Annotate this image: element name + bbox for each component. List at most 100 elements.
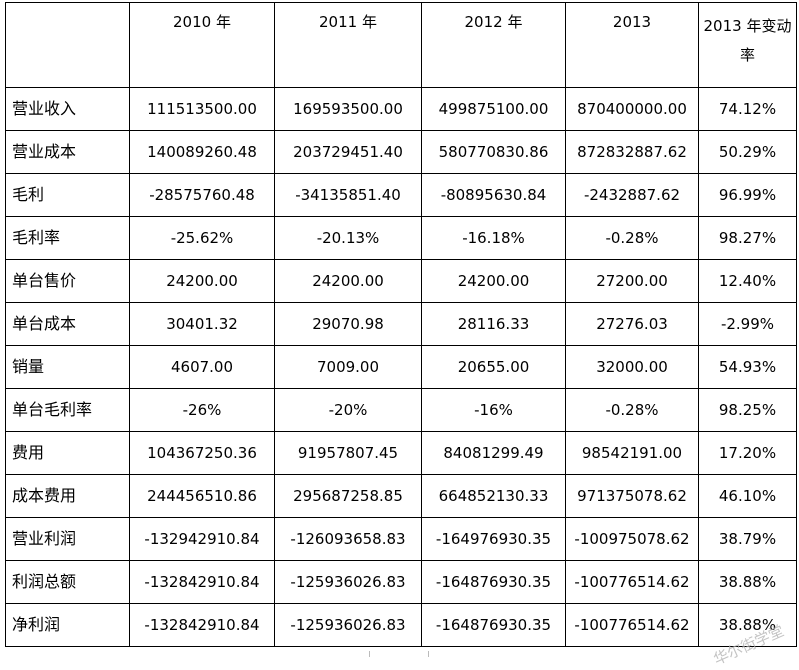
cell-2013: -2432887.62: [565, 173, 699, 217]
cell-2011: 203729451.40: [274, 130, 422, 174]
cell-2013: -100776514.62: [565, 603, 699, 647]
cell-2010: -28575760.48: [129, 173, 275, 217]
cell-2010: 140089260.48: [129, 130, 275, 174]
row-label: 单台售价: [5, 259, 130, 303]
cell-2011: -125936026.83: [274, 603, 422, 647]
cell-change-rate: 50.29%: [698, 130, 797, 174]
cell-2012: 24200.00: [421, 259, 566, 303]
header-cell-2010: 2010 年: [129, 2, 275, 88]
row-label: 利润总额: [5, 560, 130, 604]
cell-2010: 4607.00: [129, 345, 275, 389]
cell-2010: 111513500.00: [129, 87, 275, 131]
table-row: 单台售价 24200.00 24200.00 24200.00 27200.00…: [5, 259, 797, 303]
row-label: 单台毛利率: [5, 388, 130, 432]
cell-2013: 27200.00: [565, 259, 699, 303]
cell-2011: 295687258.85: [274, 474, 422, 518]
cell-2012: 664852130.33: [421, 474, 566, 518]
header-cell-2012: 2012 年: [421, 2, 566, 88]
cell-change-rate: 38.79%: [698, 517, 797, 561]
header-cell-2011: 2011 年: [274, 2, 422, 88]
row-label: 营业利润: [5, 517, 130, 561]
table-row: 营业利润 -132942910.84 -126093658.83 -164976…: [5, 517, 797, 561]
row-label: 单台成本: [5, 302, 130, 346]
table-row: 毛利率 -25.62% -20.13% -16.18% -0.28% 98.27…: [5, 216, 797, 260]
table-row: 毛利 -28575760.48 -34135851.40 -80895630.8…: [5, 173, 797, 217]
cell-change-rate: 38.88%: [698, 560, 797, 604]
cell-change-rate: 17.20%: [698, 431, 797, 475]
header-row: 2010 年 2011 年 2012 年 2013 2013 年变动率: [5, 2, 797, 88]
cell-2012: 499875100.00: [421, 87, 566, 131]
cell-2010: 104367250.36: [129, 431, 275, 475]
row-label: 毛利率: [5, 216, 130, 260]
table-row: 营业成本 140089260.48 203729451.40 580770830…: [5, 130, 797, 174]
table-row: 成本费用 244456510.86 295687258.85 664852130…: [5, 474, 797, 518]
cell-2012: 84081299.49: [421, 431, 566, 475]
cell-2013: 32000.00: [565, 345, 699, 389]
row-label: 费用: [5, 431, 130, 475]
cell-2013: 98542191.00: [565, 431, 699, 475]
cell-2011: 29070.98: [274, 302, 422, 346]
cell-2011: 169593500.00: [274, 87, 422, 131]
cell-change-rate: 98.25%: [698, 388, 797, 432]
cell-2012: -16.18%: [421, 216, 566, 260]
cell-2013: 27276.03: [565, 302, 699, 346]
cell-2013: 870400000.00: [565, 87, 699, 131]
table-row: 营业收入 111513500.00 169593500.00 499875100…: [5, 87, 797, 131]
table-row: 净利润 -132842910.84 -125936026.83 -1648769…: [5, 603, 797, 647]
cell-2011: 7009.00: [274, 345, 422, 389]
cell-2011: -34135851.40: [274, 173, 422, 217]
cell-2011: 91957807.45: [274, 431, 422, 475]
table-row: 销量 4607.00 7009.00 20655.00 32000.00 54.…: [5, 345, 797, 389]
cell-change-rate: 98.27%: [698, 216, 797, 260]
cell-change-rate: 46.10%: [698, 474, 797, 518]
cell-2011: 24200.00: [274, 259, 422, 303]
cell-2011: -20.13%: [274, 216, 422, 260]
cell-2013: 872832887.62: [565, 130, 699, 174]
cell-change-rate: 54.93%: [698, 345, 797, 389]
cell-2010: 24200.00: [129, 259, 275, 303]
header-cell-2013: 2013: [565, 2, 699, 88]
table-row: 单台毛利率 -26% -20% -16% -0.28% 98.25%: [5, 388, 797, 432]
cell-2012: 20655.00: [421, 345, 566, 389]
cell-2012: -164976930.35: [421, 517, 566, 561]
cell-2013: -0.28%: [565, 388, 699, 432]
cell-2010: -132842910.84: [129, 603, 275, 647]
cell-2012: 28116.33: [421, 302, 566, 346]
page-edge-marker: [369, 651, 429, 657]
cell-2012: -164876930.35: [421, 603, 566, 647]
cell-change-rate: 96.99%: [698, 173, 797, 217]
cell-2010: 30401.32: [129, 302, 275, 346]
row-label: 营业成本: [5, 130, 130, 174]
row-label: 营业收入: [5, 87, 130, 131]
cell-2010: -132942910.84: [129, 517, 275, 561]
cell-2012: -16%: [421, 388, 566, 432]
cell-change-rate: 38.88%: [698, 603, 797, 647]
cell-2010: -26%: [129, 388, 275, 432]
cell-2011: -125936026.83: [274, 560, 422, 604]
header-cell-corner: [5, 2, 130, 88]
row-label: 成本费用: [5, 474, 130, 518]
table-row: 利润总额 -132842910.84 -125936026.83 -164876…: [5, 560, 797, 604]
row-label: 净利润: [5, 603, 130, 647]
cell-2013: -100975078.62: [565, 517, 699, 561]
cell-2010: 244456510.86: [129, 474, 275, 518]
table-row: 单台成本 30401.32 29070.98 28116.33 27276.03…: [5, 302, 797, 346]
cell-2013: -100776514.62: [565, 560, 699, 604]
cell-2012: -164876930.35: [421, 560, 566, 604]
cell-change-rate: 12.40%: [698, 259, 797, 303]
row-label: 毛利: [5, 173, 130, 217]
cell-2012: -80895630.84: [421, 173, 566, 217]
cell-2011: -126093658.83: [274, 517, 422, 561]
cell-change-rate: -2.99%: [698, 302, 797, 346]
cell-2010: -132842910.84: [129, 560, 275, 604]
header-cell-change-rate: 2013 年变动率: [698, 2, 797, 88]
cell-2012: 580770830.86: [421, 130, 566, 174]
financial-table: 2010 年 2011 年 2012 年 2013 2013 年变动率 营业收入…: [5, 2, 797, 647]
row-label: 销量: [5, 345, 130, 389]
cell-change-rate: 74.12%: [698, 87, 797, 131]
cell-2013: 971375078.62: [565, 474, 699, 518]
cell-2011: -20%: [274, 388, 422, 432]
table-row: 费用 104367250.36 91957807.45 84081299.49 …: [5, 431, 797, 475]
cell-2013: -0.28%: [565, 216, 699, 260]
cell-2010: -25.62%: [129, 216, 275, 260]
